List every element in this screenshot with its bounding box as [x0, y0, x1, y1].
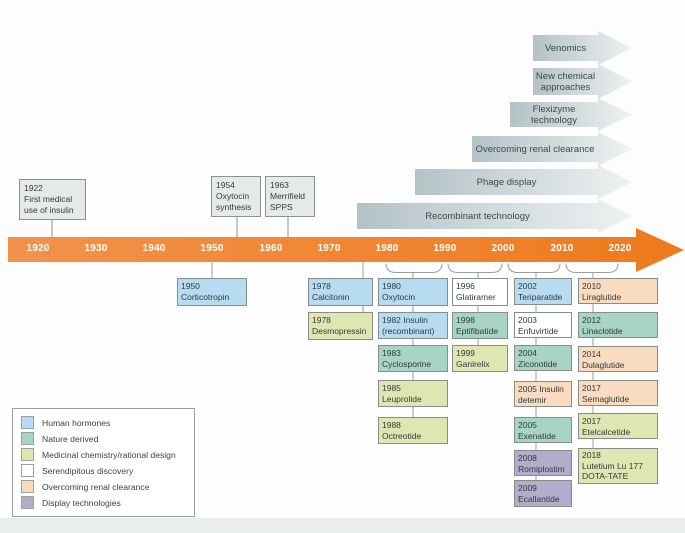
drug-box-oxytocin: 1980 Oxytocin: [378, 278, 448, 306]
timeline-year: 1990: [433, 243, 457, 254]
legend-item: Display technologies: [21, 496, 186, 509]
drug-box-teriparatide: 2002 Teriparatide: [514, 278, 572, 305]
timeline-year: 1920: [26, 243, 50, 254]
bottom-strip: [0, 518, 685, 533]
overcoming-renal-clearance-swatch: [21, 480, 34, 493]
timeline-year: 1930: [84, 243, 108, 254]
drug-box-leuprolide: 1985 Leuprolide: [378, 380, 448, 407]
medicinal-chemistry-swatch: [21, 448, 34, 461]
timeline-year: 1970: [317, 243, 341, 254]
decade-brace-2000s: [507, 263, 561, 273]
drug-box-romiplostim: 2008 Romiplostim: [514, 450, 572, 476]
legend-label: Serendipitous discovery: [42, 465, 134, 476]
drug-box-enfuvirtide: 2003 Enfuvirtide: [514, 312, 572, 338]
timeline-year: 1980: [375, 243, 399, 254]
legend-item: Human hormones: [21, 416, 186, 429]
drug-box-cyclosporine: 1983 Cyclosporine: [378, 345, 448, 372]
drug-box-linaclotide: 2012 Linaclotide: [578, 312, 658, 338]
decade-brace-2010s: [565, 263, 619, 273]
legend-label: Nature derived: [42, 433, 99, 444]
decade-brace-1990s: [447, 263, 503, 273]
drug-box-ziconotide: 2004 Ziconotide: [514, 345, 572, 371]
flexizyme-technology-arrow-label: Flexizyme technology: [531, 103, 577, 126]
recombinant-technology-arrow-label: Recombinant technology: [425, 210, 530, 222]
new-chemical-approaches-arrow-label: New chemical approaches: [535, 70, 596, 93]
drug-box-liraglutide: 2010 Liraglutide: [578, 278, 658, 304]
legend-label: Display technologies: [42, 497, 121, 508]
drug-box-etelcalcetide: 2017 Etelcalcetide: [578, 413, 658, 439]
timeline-year: 1950: [200, 243, 224, 254]
milestone-1922-first-insulin-use: 1922 First medical use of insulin: [19, 179, 86, 220]
legend-item: Serendipitous discovery: [21, 464, 186, 477]
drug-box-calcitonin: 1978 Calcitonin: [308, 278, 373, 306]
phage-display-arrow-label: Phage display: [476, 176, 537, 188]
legend-label: Medicinal chemistry/rational design: [42, 449, 176, 460]
legend-item: Nature derived: [21, 432, 186, 445]
drug-box-glatiramer: 1996 Glatiramer: [452, 278, 508, 306]
serendipitous-discovery-swatch: [21, 464, 34, 477]
drug-box-semaglutide: 2017 Semaglutide: [578, 380, 658, 406]
drug-box-exenatide: 2005 Exenatide: [514, 417, 572, 443]
nature-derived-swatch: [21, 432, 34, 445]
venomics-arrow-label: Venomics: [544, 42, 587, 54]
timeline-year: 2000: [491, 243, 515, 254]
timeline-year: 1960: [259, 243, 283, 254]
milestone-1963-merrifield-spps: 1963 Merrifield SPPS: [265, 176, 315, 217]
drug-box-corticotropin: 1950 Corticotropin: [177, 278, 247, 306]
human-hormones-swatch: [21, 416, 34, 429]
drug-box-octreotide: 1988 Octreotide: [378, 417, 448, 444]
milestone-1954-oxytocin-synthesis: 1954 Oxytocin synthesis: [211, 176, 261, 217]
decade-brace-1980s: [385, 263, 443, 273]
drug-box-dulaglutide: 2014 Dulaglutide: [578, 346, 658, 372]
overcoming-renal-clearance-arrow-label: Overcoming renal clearance: [475, 143, 595, 155]
drug-box-ganirelix: 1999 Ganirelix: [452, 345, 508, 372]
display-technologies-swatch: [21, 496, 34, 509]
timeline-year: 1940: [142, 243, 166, 254]
drug-box-ecallantide: 2009 Ecallantide: [514, 480, 572, 507]
timeline-year: 2020: [608, 243, 632, 254]
drug-box-eptifibatide: 1998 Eptifibatide: [452, 312, 508, 339]
timeline-bar: [8, 237, 638, 262]
drug-box-insulin-recombinant: 1982 Insulin (recombinant): [378, 312, 448, 339]
legend-item: Medicinal chemistry/rational design: [21, 448, 186, 461]
drug-box-lutetium-dota-tate: 2018 Lutetium Lu 177 DOTA-TATE: [578, 448, 658, 484]
legend-label: Overcoming renal clearance: [42, 481, 150, 492]
legend: Human hormones Nature derived Medicinal …: [12, 408, 195, 517]
timeline-year: 2010: [550, 243, 574, 254]
drug-box-desmopressin: 1978 Desmopressin: [308, 312, 373, 340]
drug-box-insulin-detemir: 2005 Insulin detemir: [514, 381, 572, 407]
legend-item: Overcoming renal clearance: [21, 480, 186, 493]
timeline-arrowhead: [636, 228, 684, 272]
legend-label: Human hormones: [42, 417, 111, 428]
